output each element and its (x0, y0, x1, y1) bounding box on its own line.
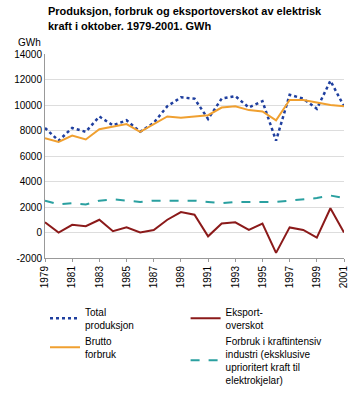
svg-text:1987: 1987 (148, 266, 159, 289)
svg-text:Produksjon, forbruk og eksport: Produksjon, forbruk og eksportoverskot a… (48, 5, 322, 31)
svg-text:0: 0 (36, 227, 42, 238)
svg-text:8000: 8000 (20, 125, 43, 136)
svg-text:Forbruk i kraftintensivindustr: Forbruk i kraftintensivindustri (eksklus… (226, 336, 322, 386)
svg-text:Bruttoforbruk: Bruttoforbruk (85, 336, 117, 360)
svg-text:GWh: GWh (18, 37, 41, 48)
svg-text:1979: 1979 (39, 266, 50, 289)
svg-text:Totalproduksjon: Totalproduksjon (85, 307, 134, 331)
svg-text:Eksport-overskot: Eksport-overskot (226, 307, 264, 331)
svg-text:6000: 6000 (20, 151, 43, 162)
svg-text:1985: 1985 (121, 266, 132, 289)
svg-text:1999: 1999 (311, 266, 322, 289)
svg-text:1991: 1991 (202, 266, 213, 289)
svg-text:2001: 2001 (338, 266, 349, 289)
svg-text:-2000: -2000 (16, 253, 42, 264)
svg-text:2000: 2000 (20, 202, 43, 213)
svg-text:12000: 12000 (14, 74, 42, 85)
svg-text:4000: 4000 (20, 176, 43, 187)
svg-text:1997: 1997 (284, 266, 295, 289)
svg-text:1983: 1983 (94, 266, 105, 289)
svg-text:1981: 1981 (66, 266, 77, 289)
svg-text:14000: 14000 (14, 49, 42, 60)
svg-text:1995: 1995 (257, 266, 268, 289)
svg-text:1989: 1989 (175, 266, 186, 289)
svg-text:10000: 10000 (14, 100, 42, 111)
svg-text:1993: 1993 (230, 266, 241, 289)
